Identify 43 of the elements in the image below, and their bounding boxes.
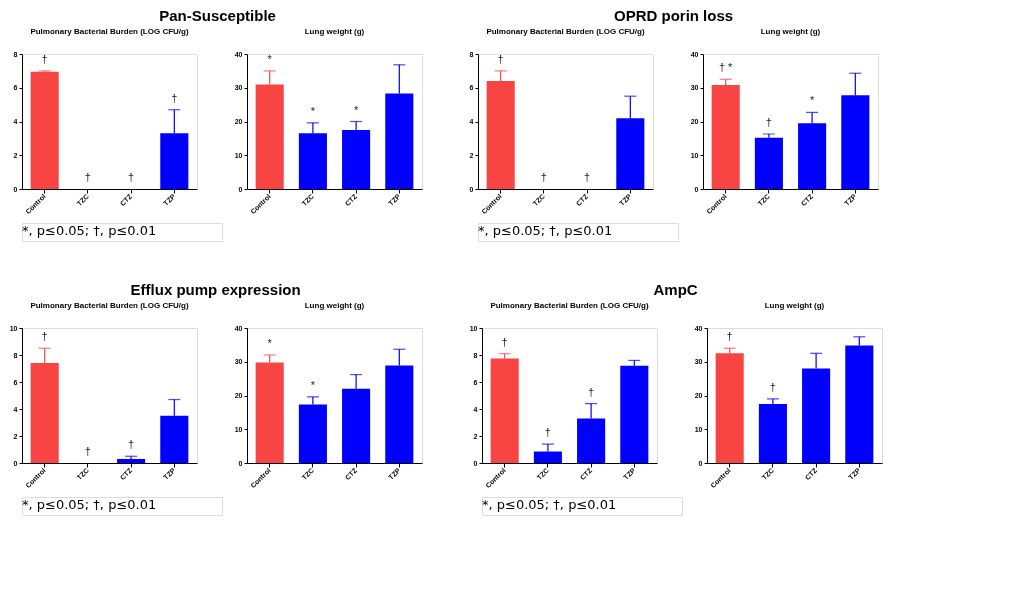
annotation: † (584, 171, 591, 183)
text: *, p≤0.05; †, p≤0.01 (22, 223, 157, 238)
chart-subtitle: Lung weight (g) (304, 301, 365, 310)
annotation: † (128, 438, 135, 451)
text: *, p≤0.05; †, p≤0.01 (482, 497, 617, 512)
text: *, p≤0.05; †, p≤0.01 (478, 223, 613, 238)
chart-title: OPRD porin loss (613, 6, 734, 24)
annotation: † (540, 171, 547, 183)
annotation: † (501, 335, 508, 348)
annotation: † (544, 426, 551, 439)
annotation: * (267, 52, 273, 65)
chart-subtitle: Lung weight (g) (764, 301, 825, 310)
annotation: † * (718, 61, 734, 74)
annotation: † (84, 445, 91, 457)
chart-subtitle: Pulmonary Bacterial Burden (LOG CFU/g) (30, 301, 189, 310)
bar (715, 353, 744, 463)
chart-subtitle: Pulmonary Bacterial Burden (LOG CFU/g) (486, 27, 645, 36)
annotation: † (41, 330, 48, 343)
annotation: † (497, 52, 504, 65)
annotation: † (726, 330, 733, 343)
annotation: * (310, 378, 316, 391)
annotation: * (809, 94, 815, 107)
annotation: † (41, 52, 48, 65)
annotation: † (84, 171, 91, 183)
chart-subtitle: Pulmonary Bacterial Burden (LOG CFU/g) (30, 27, 189, 36)
chart-subtitle: Lung weight (g) (304, 27, 365, 36)
bar (758, 403, 787, 463)
annotation: † (769, 380, 776, 393)
chart-title: Efflux pump expression (130, 280, 301, 298)
text: *, p≤0.05; †, p≤0.01 (22, 497, 157, 512)
chart-title: AmpC (653, 280, 698, 298)
annotation: † (588, 385, 595, 398)
bar (620, 365, 649, 463)
chart-subtitle: Lung weight (g) (760, 27, 821, 36)
chart-title: Pan-Susceptible (159, 6, 276, 24)
bar (490, 358, 519, 463)
annotation: * (310, 104, 316, 117)
chart-subtitle: Pulmonary Bacterial Burden (LOG CFU/g) (490, 301, 649, 310)
annotation: † (128, 171, 135, 183)
annotation: † (765, 115, 772, 128)
annotation: † (171, 91, 178, 104)
annotation: * (267, 337, 273, 349)
annotation: * (353, 103, 359, 116)
